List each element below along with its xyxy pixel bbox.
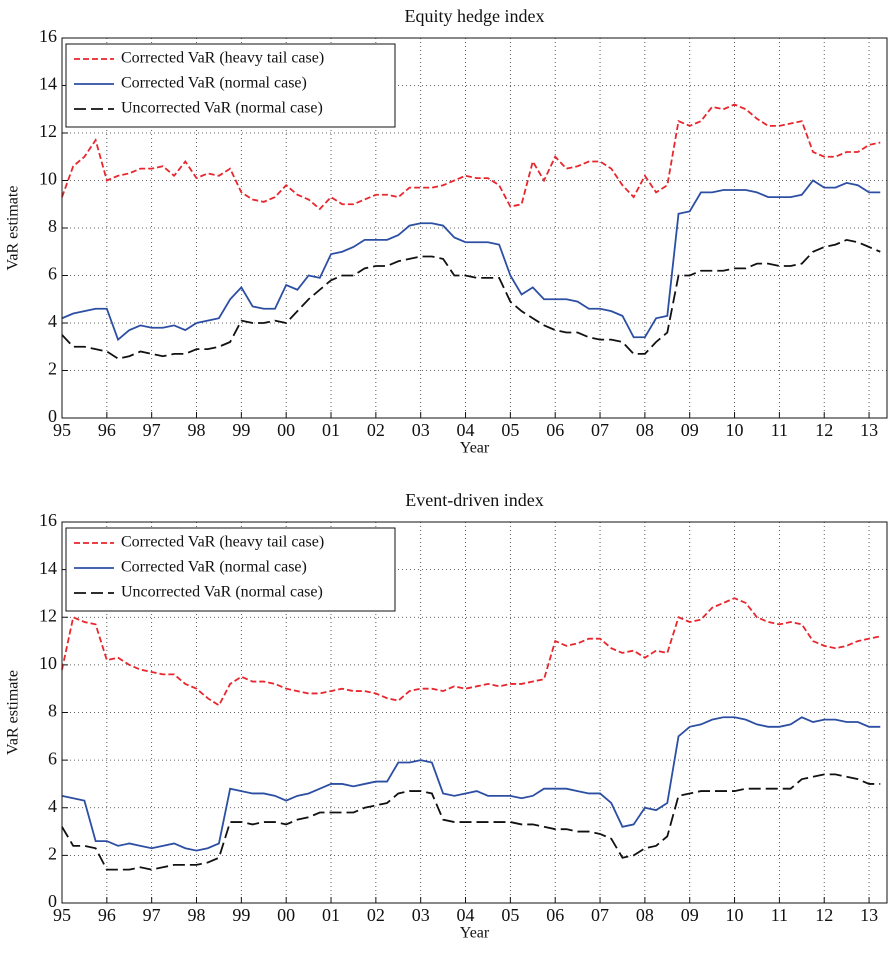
series-line <box>61 773 881 871</box>
y-tick-label: 8 <box>48 701 57 721</box>
y-tick-label: 6 <box>48 748 57 768</box>
x-tick-label: 03 <box>412 420 430 440</box>
x-tick-label: 95 <box>53 905 71 925</box>
x-tick-label: 07 <box>591 420 609 440</box>
x-tick-label: 99 <box>232 420 250 440</box>
series-line <box>61 179 881 342</box>
x-tick-label: 96 <box>98 420 116 440</box>
x-tick-label: 03 <box>412 905 430 925</box>
x-tick-label: 06 <box>546 905 564 925</box>
x-axis-label: Year <box>460 925 490 942</box>
x-tick-label: 10 <box>726 420 744 440</box>
y-axis-label: VaR estimate <box>5 186 22 271</box>
legend-label: Uncorrected VaR (normal case) <box>121 584 323 601</box>
y-tick-label: 10 <box>39 169 57 189</box>
x-tick-label: 97 <box>143 905 161 925</box>
y-tick-label: 12 <box>39 605 57 625</box>
y-tick-label: 0 <box>48 406 57 426</box>
x-tick-label: 05 <box>501 905 519 925</box>
y-tick-label: 0 <box>48 891 57 911</box>
legend-label: Corrected VaR (normal case) <box>121 559 307 576</box>
x-tick-label: 96 <box>98 905 116 925</box>
x-tick-label: 97 <box>143 420 161 440</box>
y-tick-label: 2 <box>48 844 57 864</box>
plot-frame <box>61 521 888 904</box>
y-tick-label: 6 <box>48 264 57 284</box>
x-tick-label: 04 <box>457 905 475 925</box>
x-tick-label: 02 <box>367 905 385 925</box>
legend-label: Corrected VaR (heavy tail case) <box>121 534 324 551</box>
x-tick-label: 02 <box>367 420 385 440</box>
y-axis-label: VaR estimate <box>5 670 22 755</box>
x-tick-label: 11 <box>771 420 788 440</box>
x-tick-label: 95 <box>53 420 71 440</box>
y-tick-label: 10 <box>39 653 57 673</box>
series-line <box>61 597 881 707</box>
legend-label: Corrected VaR (heavy tail case) <box>121 50 324 67</box>
x-tick-label: 99 <box>232 905 250 925</box>
y-tick-label: 4 <box>48 796 57 816</box>
x-tick-label: 10 <box>726 905 744 925</box>
x-tick-label: 04 <box>457 420 475 440</box>
x-tick-label: 09 <box>681 420 699 440</box>
x-tick-label: 01 <box>322 905 340 925</box>
x-tick-label: 11 <box>771 905 788 925</box>
x-tick-label: 00 <box>277 905 295 925</box>
x-tick-label: 09 <box>681 905 699 925</box>
legend-box <box>65 527 396 612</box>
series-line <box>61 103 881 211</box>
x-tick-label: 00 <box>277 420 295 440</box>
legend-label: Corrected VaR (normal case) <box>121 75 307 92</box>
y-tick-label: 14 <box>39 74 57 94</box>
x-tick-label: 06 <box>546 420 564 440</box>
chart-title: Equity hedge index <box>405 6 545 26</box>
x-tick-label: 13 <box>860 905 878 925</box>
x-tick-label: 05 <box>501 420 519 440</box>
plot-frame <box>61 37 888 419</box>
x-tick-label: 01 <box>322 420 340 440</box>
y-tick-label: 12 <box>39 121 57 141</box>
x-tick-label: 07 <box>591 905 609 925</box>
x-tick-label: 08 <box>636 905 654 925</box>
legend-box <box>65 43 396 128</box>
series-line <box>61 716 881 852</box>
x-tick-label: 12 <box>815 905 833 925</box>
x-axis-label: Year <box>460 440 490 457</box>
legend-label: Uncorrected VaR (normal case) <box>121 100 323 117</box>
x-tick-label: 13 <box>860 420 878 440</box>
y-tick-label: 8 <box>48 216 57 236</box>
y-tick-label: 16 <box>39 510 57 530</box>
y-tick-label: 2 <box>48 359 57 379</box>
series-line <box>61 238 881 360</box>
x-tick-label: 98 <box>188 420 206 440</box>
x-tick-label: 08 <box>636 420 654 440</box>
x-tick-label: 12 <box>815 420 833 440</box>
x-tick-label: 98 <box>188 905 206 925</box>
y-tick-label: 4 <box>48 311 57 331</box>
y-tick-label: 16 <box>39 26 57 46</box>
y-tick-label: 14 <box>39 558 57 578</box>
chart-title: Event-driven index <box>405 490 543 510</box>
